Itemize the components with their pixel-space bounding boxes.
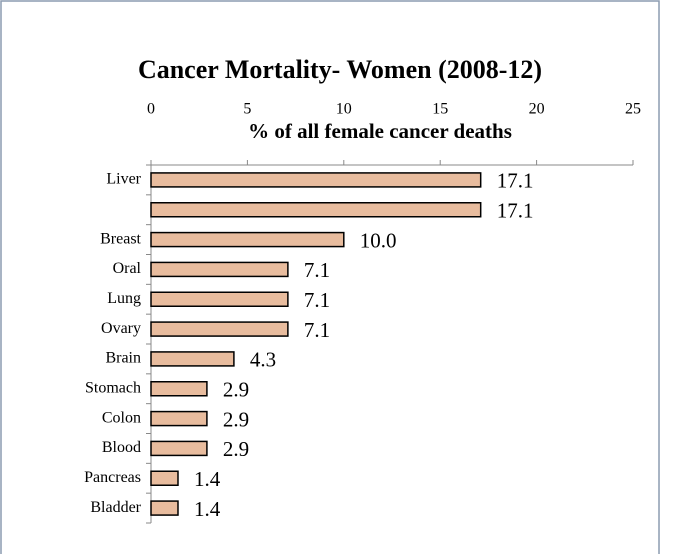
y-tick-label: Colon [102, 409, 141, 426]
bar [150, 261, 289, 278]
value-label: 7.1 [304, 258, 330, 282]
y-tick-label: Bladder [90, 499, 141, 516]
x-tick-label: 5 [243, 101, 251, 118]
y-tick-label: Ovary [101, 320, 141, 337]
value-label: 2.9 [223, 378, 249, 402]
y-tick-label: Pancreas [84, 469, 141, 486]
x-tick-label: 15 [432, 101, 448, 118]
value-label: 1.4 [194, 497, 221, 521]
x-tick-label: 10 [336, 101, 352, 118]
value-label: 2.9 [223, 407, 249, 431]
x-tick-label: 20 [529, 101, 545, 118]
bar [150, 500, 179, 516]
bar [150, 231, 345, 248]
bar [150, 440, 208, 457]
x-tick-label: 0 [147, 101, 155, 118]
y-tick-label: Liver [106, 171, 141, 188]
bar [150, 351, 235, 367]
bar [150, 202, 482, 218]
x-tick-label: 25 [625, 101, 641, 118]
value-label: 1.4 [194, 467, 221, 491]
y-tick-label: Lung [107, 290, 141, 307]
bar [150, 470, 179, 486]
value-label: 7.1 [304, 288, 330, 312]
value-label: 7.1 [304, 318, 330, 342]
y-tick-label: Breast [100, 230, 141, 247]
y-tick-label: Blood [102, 439, 141, 456]
value-label: 10.0 [360, 228, 397, 252]
value-label: 17.1 [497, 199, 534, 223]
value-label: 4.3 [250, 348, 276, 372]
value-label: 17.1 [497, 169, 534, 193]
bar [150, 321, 289, 337]
bar [150, 381, 208, 397]
axis-title: % of all female cancer deaths [248, 119, 512, 143]
y-tick-label: Oral [113, 260, 142, 277]
chart-frame [0, 0, 660, 554]
bar [150, 172, 482, 188]
value-label: 2.9 [223, 437, 249, 461]
bar [150, 291, 289, 307]
y-tick-label: Stomach [85, 379, 141, 396]
y-tick-label: Brain [105, 350, 141, 367]
chart-title: Cancer Mortality- Women (2008-12) [138, 55, 542, 84]
bar [150, 410, 208, 427]
